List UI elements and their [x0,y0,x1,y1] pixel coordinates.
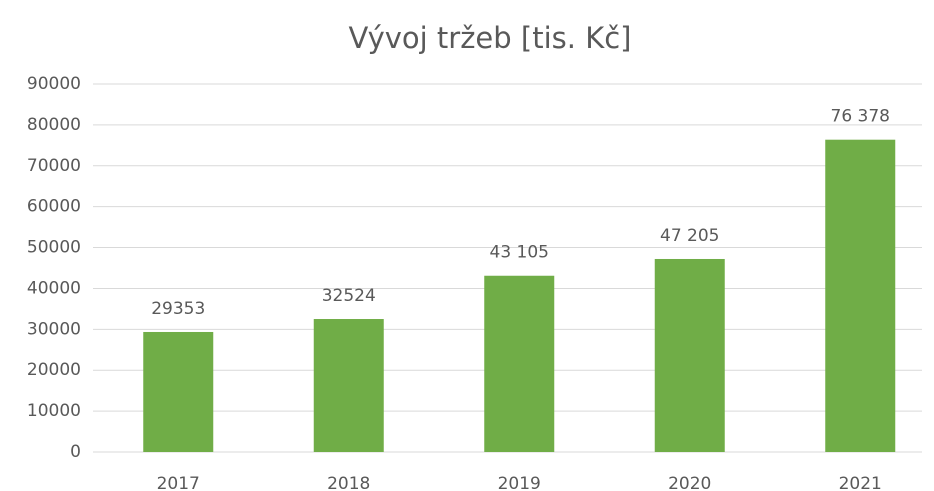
x-tick-label: 2017 [157,474,200,491]
y-tick-label: 90000 [27,74,81,94]
value-label: 47 205 [660,226,719,246]
y-tick-label: 0 [70,442,81,462]
bar [825,139,896,452]
y-tick-label: 10000 [27,401,81,421]
value-label: 32524 [322,286,376,306]
y-tick-label: 60000 [27,197,81,217]
y-tick-label: 70000 [27,156,81,176]
y-tick-label: 50000 [27,238,81,258]
y-tick-label: 20000 [27,360,81,380]
bar [313,319,384,452]
value-label: 76 378 [831,107,890,127]
bar [143,331,214,452]
x-tick-label: 2020 [668,474,711,491]
y-tick-label: 80000 [27,115,81,135]
bar [654,258,725,452]
bar [484,275,555,452]
value-label: 29353 [151,299,205,319]
y-tick-label: 30000 [27,319,81,339]
y-tick-label: 40000 [27,278,81,298]
x-tick-label: 2021 [839,474,882,491]
chart-title: Vývoj tržeb [tis. Kč] [349,21,632,55]
x-tick-label: 2019 [498,474,541,491]
value-label: 43 105 [490,243,549,263]
x-tick-label: 2018 [327,474,370,491]
